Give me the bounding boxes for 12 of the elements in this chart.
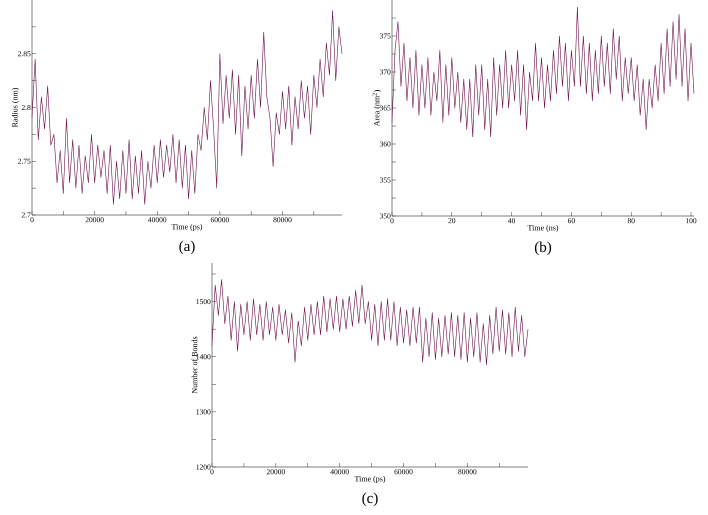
y-axis-title: Radius (nm) xyxy=(12,88,20,128)
y-axis-title: Number of Bonds xyxy=(192,336,198,394)
y-axis-title: Area (nm$^{2}$) xyxy=(372,90,382,126)
text: (a) xyxy=(179,240,195,254)
text: (c) xyxy=(362,492,378,506)
line-series xyxy=(392,6,694,138)
line-series xyxy=(32,10,342,205)
x-axis-title: Time (ps) xyxy=(354,476,386,484)
x-axis-title: Time (ns) xyxy=(528,224,558,232)
x-axis-title: Time (ps) xyxy=(172,224,202,232)
text: (b) xyxy=(534,242,552,256)
line-series xyxy=(212,279,528,366)
